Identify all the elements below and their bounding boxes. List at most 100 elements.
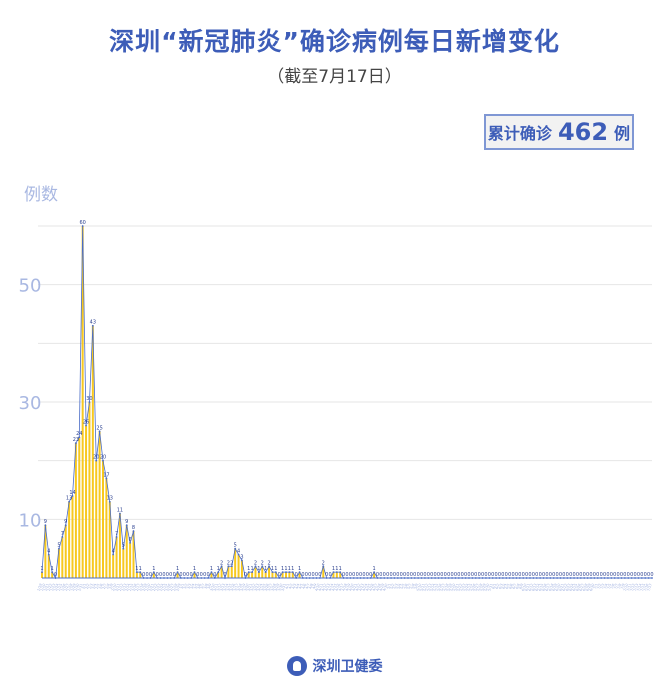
x-tick-label: 3/15 <box>226 583 232 592</box>
data-label: 0 <box>633 572 636 578</box>
data-label: 0 <box>54 572 57 578</box>
data-point <box>78 436 81 439</box>
bar <box>298 572 301 578</box>
x-tick-label: 5/4 <box>396 582 402 589</box>
x-tick-label: 3/29 <box>274 583 280 592</box>
data-point <box>105 477 108 480</box>
data-label: 0 <box>491 572 494 578</box>
data-point <box>122 547 125 550</box>
bar <box>271 572 274 578</box>
x-tick-label: 3/4 <box>190 582 196 589</box>
x-tick-label: 6/21 <box>558 583 564 592</box>
x-tick-label: 7/5 <box>607 583 613 590</box>
x-tick-label: 4/28 <box>375 583 381 592</box>
x-tick-label: 4/30 <box>382 583 388 592</box>
x-tick-label: 3/10 <box>209 583 215 592</box>
badge-value: 462 <box>557 118 609 146</box>
data-label: 0 <box>420 572 423 578</box>
data-label: 1 <box>210 566 213 572</box>
data-label: 0 <box>430 572 433 578</box>
chart-title: 深圳“新冠肺炎”确诊病例每日新增变化 <box>109 27 560 56</box>
data-label: 0 <box>566 572 569 578</box>
bar <box>88 402 91 578</box>
data-label: 0 <box>183 572 186 578</box>
data-label: 0 <box>169 572 172 578</box>
data-label: 0 <box>349 572 352 578</box>
data-label: 1 <box>264 566 267 572</box>
x-tick-label: 2/2 <box>85 583 91 590</box>
data-label: 0 <box>617 572 620 578</box>
data-label: 1 <box>251 566 254 572</box>
x-tick-label: 5/25 <box>467 583 473 592</box>
data-point <box>274 571 277 574</box>
x-tick-label: 7/6 <box>610 583 616 590</box>
x-tick-label: 6/2 <box>495 583 501 590</box>
x-tick-label: 4/7 <box>305 583 311 590</box>
data-label: 0 <box>417 572 420 578</box>
data-label: 13 <box>107 496 113 502</box>
bar <box>237 554 240 578</box>
x-tick-label: 4/27 <box>372 583 378 592</box>
x-tick-label: 2/15 <box>128 583 134 592</box>
bar <box>335 572 338 578</box>
x-tick-label: 6/26 <box>575 583 581 592</box>
data-point <box>176 571 179 574</box>
x-tick-label: 5/20 <box>450 583 456 592</box>
bar <box>274 572 277 578</box>
x-tick-label: 3/5 <box>193 583 199 590</box>
data-label: 0 <box>410 572 413 578</box>
data-label: 0 <box>484 572 487 578</box>
data-label: 0 <box>145 572 148 578</box>
x-tick-label: 3/28 <box>270 583 276 592</box>
x-tick-label: 7/1 <box>593 583 599 590</box>
bar <box>95 460 98 578</box>
bar <box>322 566 325 578</box>
x-tick-label: 3/22 <box>250 583 256 592</box>
data-label: 0 <box>406 572 409 578</box>
data-point <box>119 512 121 515</box>
x-tick-label: 3/3 <box>186 583 192 590</box>
data-label: 0 <box>149 572 152 578</box>
x-tick-label: 4/18 <box>341 583 347 592</box>
data-label: 0 <box>244 572 247 578</box>
x-tick-label: 6/20 <box>555 583 561 592</box>
data-label: 0 <box>444 572 447 578</box>
x-tick-label: 6/13 <box>531 583 537 592</box>
data-label: 11 <box>117 507 123 513</box>
bar <box>91 325 94 578</box>
data-label: 0 <box>647 572 650 578</box>
data-label: 0 <box>511 572 514 578</box>
data-label: 0 <box>583 572 586 578</box>
data-label: 1 <box>152 566 155 572</box>
data-label: 20 <box>93 455 99 461</box>
x-tick-label: 2/27 <box>169 583 175 592</box>
data-label: 0 <box>362 572 365 578</box>
data-label: 0 <box>359 572 362 578</box>
x-tick-label: 2/17 <box>135 583 141 592</box>
x-tick-label: 2/3 <box>88 583 94 590</box>
data-point <box>139 571 142 574</box>
data-label: 0 <box>644 572 647 578</box>
data-point <box>44 524 47 527</box>
data-label: 1 <box>139 566 142 572</box>
data-point <box>85 424 87 427</box>
data-label: 0 <box>342 572 345 578</box>
data-label: 1 <box>51 566 54 572</box>
bar <box>71 495 74 578</box>
data-label: 2 <box>227 560 230 566</box>
data-label: 0 <box>481 572 484 578</box>
data-label: 0 <box>162 572 165 578</box>
x-tick-label: 3/30 <box>277 583 283 592</box>
x-tick-label: 3/24 <box>257 582 264 591</box>
data-label: 17 <box>103 472 109 478</box>
bar <box>230 566 233 578</box>
x-tick-label: 2/28 <box>172 583 178 592</box>
x-tick-label: 2/1 <box>81 583 87 590</box>
data-label: 0 <box>488 572 491 578</box>
x-tick-label: 2/16 <box>131 583 137 592</box>
x-tick-label: 3/27 <box>267 583 273 592</box>
x-tick-label: 6/18 <box>548 583 554 592</box>
y-tick-label: 50 <box>19 276 42 297</box>
bar <box>102 460 104 578</box>
